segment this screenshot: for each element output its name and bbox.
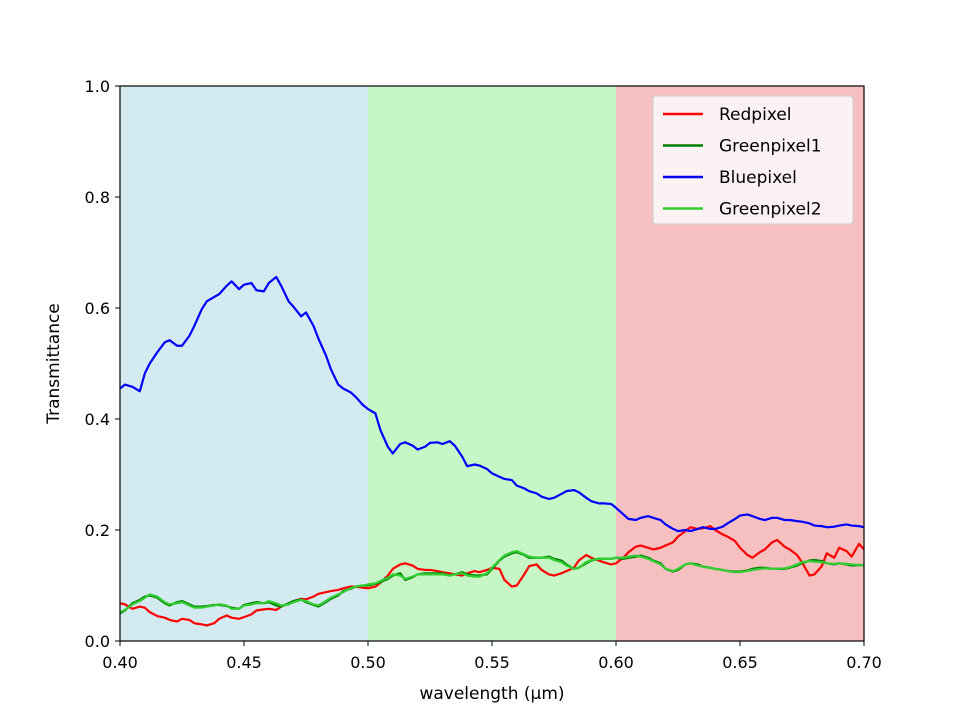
x-axis-ticks: 0.40 0.45 0.50 0.55 0.60 0.65 0.70 — [102, 641, 882, 672]
legend-label: Bluepixel — [719, 168, 797, 188]
y-tick-label: 0.0 — [85, 632, 110, 651]
legend-label: Greenpixel1 — [719, 137, 822, 157]
y-tick-label: 0.4 — [85, 410, 110, 429]
legend-label: Redpixel — [719, 105, 792, 125]
x-tick-label: 0.65 — [722, 653, 758, 672]
band-1 — [368, 86, 616, 641]
series-line-greenpixel2 — [119, 549, 865, 614]
y-axis-ticks: 0.0 0.2 0.4 0.6 0.8 1.0 — [85, 77, 120, 651]
legend-box — [652, 95, 854, 225]
y-tick-label: 0.8 — [85, 188, 110, 207]
series-lines — [119, 275, 865, 627]
legend-label: Greenpixel2 — [719, 200, 822, 220]
x-tick-label: 0.55 — [474, 653, 510, 672]
series-line-bluepixel — [119, 275, 865, 533]
x-tick-label: 0.70 — [846, 653, 882, 672]
x-tick-label: 0.45 — [226, 653, 262, 672]
y-axis-label: Transmittance — [44, 303, 64, 425]
x-tick-label: 0.40 — [102, 653, 138, 672]
x-tick-label: 0.50 — [350, 653, 386, 672]
legend: Redpixel Greenpixel1 Bluepixel Greenpixel2 — [652, 95, 854, 225]
band-0 — [120, 86, 368, 641]
x-tick-label: 0.60 — [598, 653, 634, 672]
y-tick-label: 0.2 — [85, 521, 110, 540]
y-tick-label: 0.6 — [85, 299, 110, 318]
y-tick-label: 1.0 — [85, 77, 110, 96]
x-axis-label: wavelength (μm) — [419, 684, 564, 704]
